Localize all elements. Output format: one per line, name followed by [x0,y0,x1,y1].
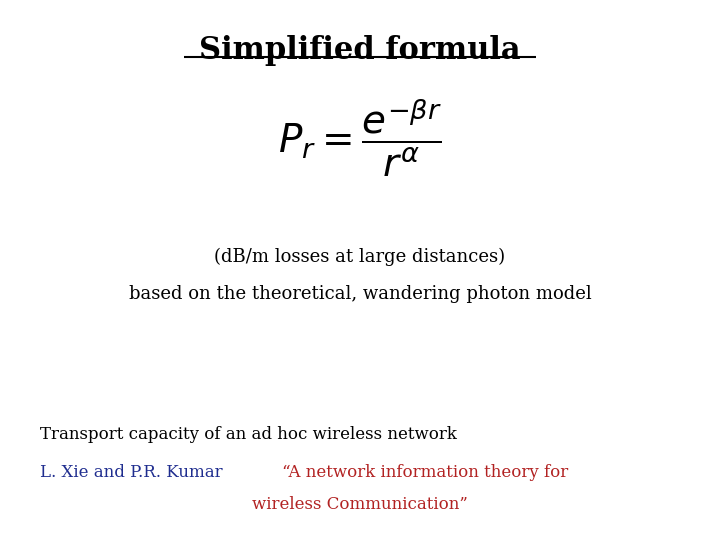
Text: based on the theoretical, wandering photon model: based on the theoretical, wandering phot… [129,285,591,303]
Text: Simplified formula: Simplified formula [199,35,521,66]
Text: L. Xie and P.R. Kumar: L. Xie and P.R. Kumar [40,464,228,481]
Text: “A network information theory for: “A network information theory for [282,464,568,481]
Text: $\mathit{P}_r = \dfrac{e^{-\beta r}}{r^{\alpha}}$: $\mathit{P}_r = \dfrac{e^{-\beta r}}{r^{… [278,96,442,179]
Text: Transport capacity of an ad hoc wireless network: Transport capacity of an ad hoc wireless… [40,426,456,443]
Text: wireless Communication”: wireless Communication” [252,496,468,514]
Text: (dB/m losses at large distances): (dB/m losses at large distances) [215,247,505,266]
